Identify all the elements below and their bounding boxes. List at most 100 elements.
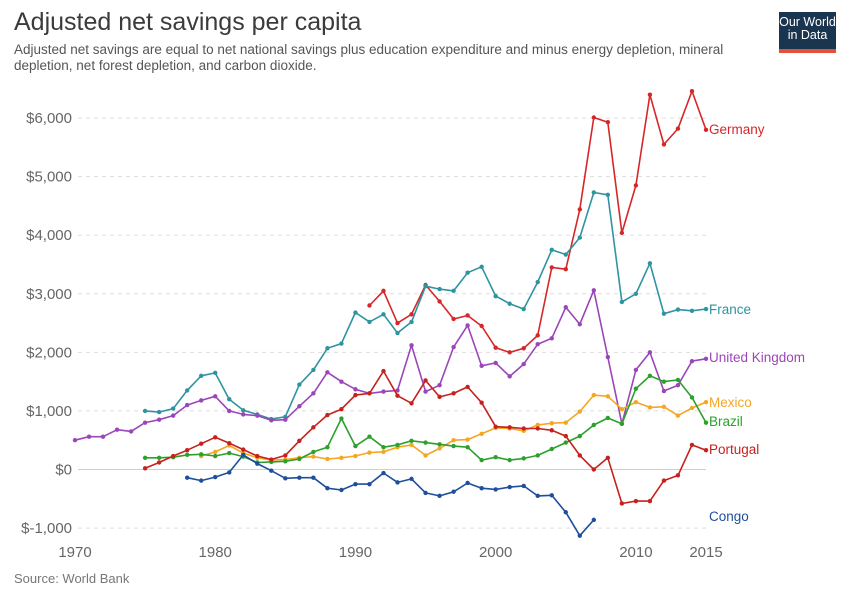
series-line — [187, 454, 595, 537]
data-point — [255, 461, 260, 466]
data-point — [283, 476, 288, 481]
data-point — [395, 480, 400, 485]
data-point — [367, 319, 372, 325]
data-point — [367, 450, 372, 455]
data-point — [255, 413, 260, 418]
x-tick-label: 2000 — [479, 544, 512, 561]
data-point — [297, 456, 302, 462]
data-point — [521, 361, 526, 367]
data-point — [507, 484, 512, 490]
data-point — [184, 447, 190, 453]
data-point — [409, 442, 414, 448]
data-point — [605, 455, 611, 460]
data-point — [325, 412, 330, 418]
data-point — [283, 417, 288, 422]
y-axis-ticks: $-1,000 $0 $1,000 $2,000 $3,000 $4,000 $5,000 $… — [21, 110, 72, 537]
data-point — [409, 319, 414, 325]
data-point — [507, 350, 512, 355]
data-point — [675, 377, 681, 383]
data-point — [409, 312, 414, 317]
data-point — [227, 397, 232, 402]
data-point — [184, 452, 190, 458]
data-point — [535, 493, 540, 499]
data-point — [227, 450, 232, 456]
data-point — [591, 517, 597, 523]
data-point — [689, 442, 695, 448]
logo-accent-bar — [779, 49, 836, 53]
series-mexico — [199, 392, 709, 463]
data-point — [535, 279, 540, 285]
logo-line-1: Our World — [779, 15, 836, 29]
data-point — [493, 424, 498, 429]
data-point — [465, 480, 470, 486]
data-point — [213, 453, 218, 459]
data-point — [563, 305, 568, 310]
data-point — [591, 422, 597, 428]
series-label: Mexico — [709, 395, 752, 410]
data-point — [184, 388, 190, 393]
data-point — [381, 288, 386, 294]
data-point — [241, 447, 246, 452]
series-label: Congo — [709, 509, 749, 524]
data-point — [451, 391, 456, 396]
data-point — [619, 299, 625, 305]
data-point — [255, 453, 260, 459]
data-point — [156, 409, 162, 415]
data-point — [633, 386, 639, 391]
data-point — [311, 367, 316, 373]
series-united-kingdom — [72, 288, 709, 443]
series-label: United Kingdom — [709, 350, 805, 365]
data-point — [199, 452, 204, 457]
data-point — [339, 455, 344, 460]
data-point — [241, 412, 246, 417]
y-tick-label: $2,000 — [26, 344, 72, 361]
data-point — [647, 373, 653, 378]
data-point — [703, 127, 709, 132]
data-point — [339, 341, 344, 346]
data-point — [381, 312, 386, 317]
data-point — [395, 330, 400, 336]
data-point — [675, 126, 681, 131]
data-point — [142, 466, 148, 471]
data-point — [437, 446, 442, 451]
data-point — [311, 391, 316, 396]
data-point — [409, 438, 414, 444]
data-point — [689, 395, 695, 400]
data-point — [605, 192, 611, 198]
data-point — [647, 350, 653, 355]
data-point — [199, 398, 204, 403]
series-germany — [367, 88, 709, 355]
data-point — [577, 207, 582, 212]
data-point — [325, 456, 330, 462]
y-tick-label: $4,000 — [26, 227, 72, 244]
chart-subtitle: Adjusted net savings are equal to net na… — [14, 42, 724, 73]
data-point — [619, 501, 625, 506]
data-point — [213, 474, 218, 480]
data-point — [423, 440, 428, 445]
data-point — [703, 399, 709, 405]
data-point — [311, 454, 316, 459]
data-point — [156, 455, 162, 460]
data-point — [283, 453, 288, 458]
data-point — [577, 235, 582, 240]
data-point — [353, 481, 358, 487]
data-point — [353, 310, 358, 315]
data-point — [493, 345, 498, 350]
owid-logo[interactable]: Our World in Data — [779, 12, 836, 53]
data-point — [465, 445, 470, 450]
source-note[interactable]: Source: World Bank — [14, 571, 130, 586]
series-line — [368, 90, 707, 354]
series-congo — [184, 452, 597, 538]
y-tick-label: $1,000 — [26, 403, 72, 420]
data-point — [549, 428, 554, 433]
data-point — [549, 247, 554, 253]
data-point — [563, 510, 568, 515]
data-point — [72, 438, 78, 443]
data-point — [128, 429, 134, 434]
data-point — [395, 320, 400, 326]
data-point — [605, 394, 611, 399]
data-point — [423, 283, 428, 289]
data-point — [451, 288, 456, 294]
data-point — [563, 420, 568, 425]
data-point — [199, 478, 204, 483]
